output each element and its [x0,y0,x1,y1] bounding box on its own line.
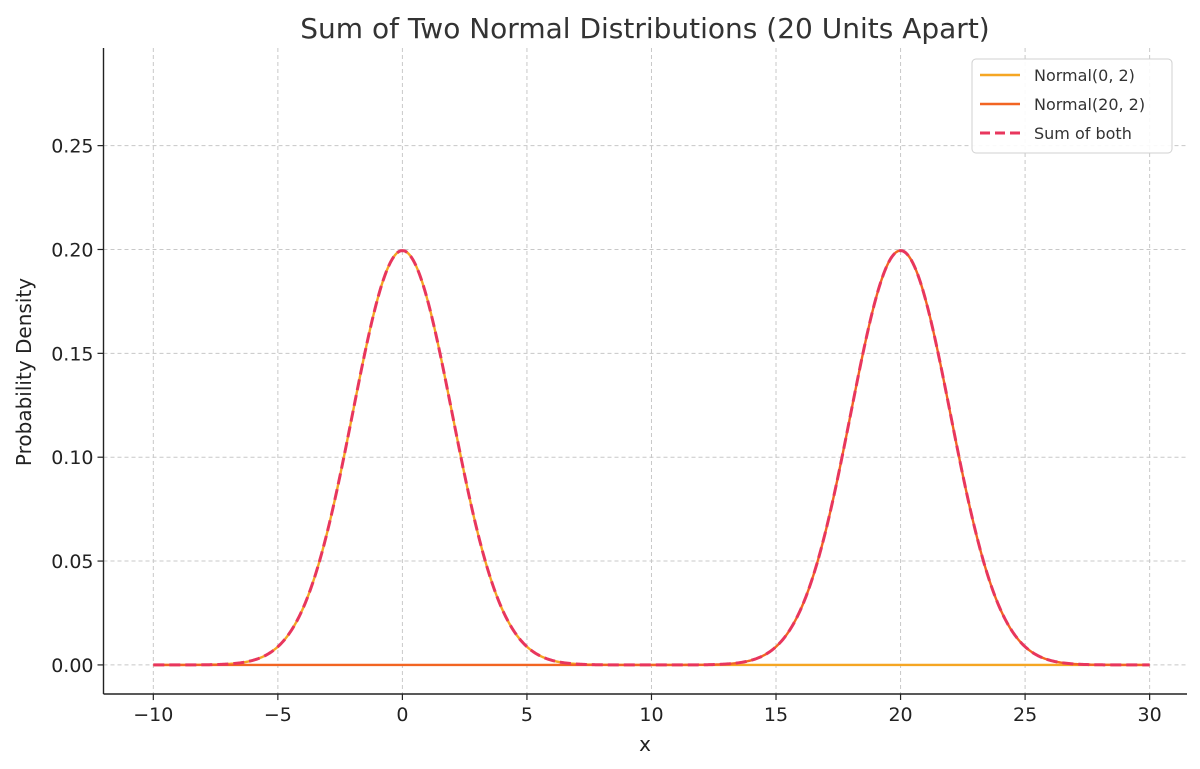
y-ticks: 0.00 0.05 0.10 0.15 0.20 0.25 [51,136,104,677]
legend-label: Sum of both [1034,124,1132,143]
x-tick-label: −5 [264,704,292,726]
x-tick-label: 10 [639,704,663,726]
y-tick-label: 0.10 [51,447,93,469]
legend-box [971,58,1173,154]
x-axis-label: x [639,732,651,756]
legend-label: Normal(20, 2) [1034,95,1145,114]
legend: Normal(0, 2) Normal(20, 2) Sum of both [971,58,1173,154]
legend-label: Normal(0, 2) [1034,66,1135,85]
y-tick-label: 0.20 [51,239,93,261]
x-tick-label: −10 [133,704,173,726]
y-tick-label: 0.00 [51,655,93,677]
x-tick-label: 0 [396,704,408,726]
y-tick-label: 0.25 [51,136,93,158]
x-tick-label: 20 [888,704,912,726]
y-axis-label: Probability Density [12,278,36,466]
x-tick-label: 30 [1138,704,1162,726]
x-tick-label: 5 [521,704,533,726]
plot-area [153,249,1150,667]
y-tick-label: 0.05 [51,551,93,573]
x-tick-label: 15 [764,704,788,726]
series-line-3 [153,249,1150,667]
y-tick-label: 0.15 [51,343,93,365]
x-tick-label: 25 [1013,704,1037,726]
chart-title: Sum of Two Normal Distributions (20 Unit… [300,12,989,45]
x-ticks: −10 −5 0 5 10 15 20 25 30 [133,694,1162,726]
